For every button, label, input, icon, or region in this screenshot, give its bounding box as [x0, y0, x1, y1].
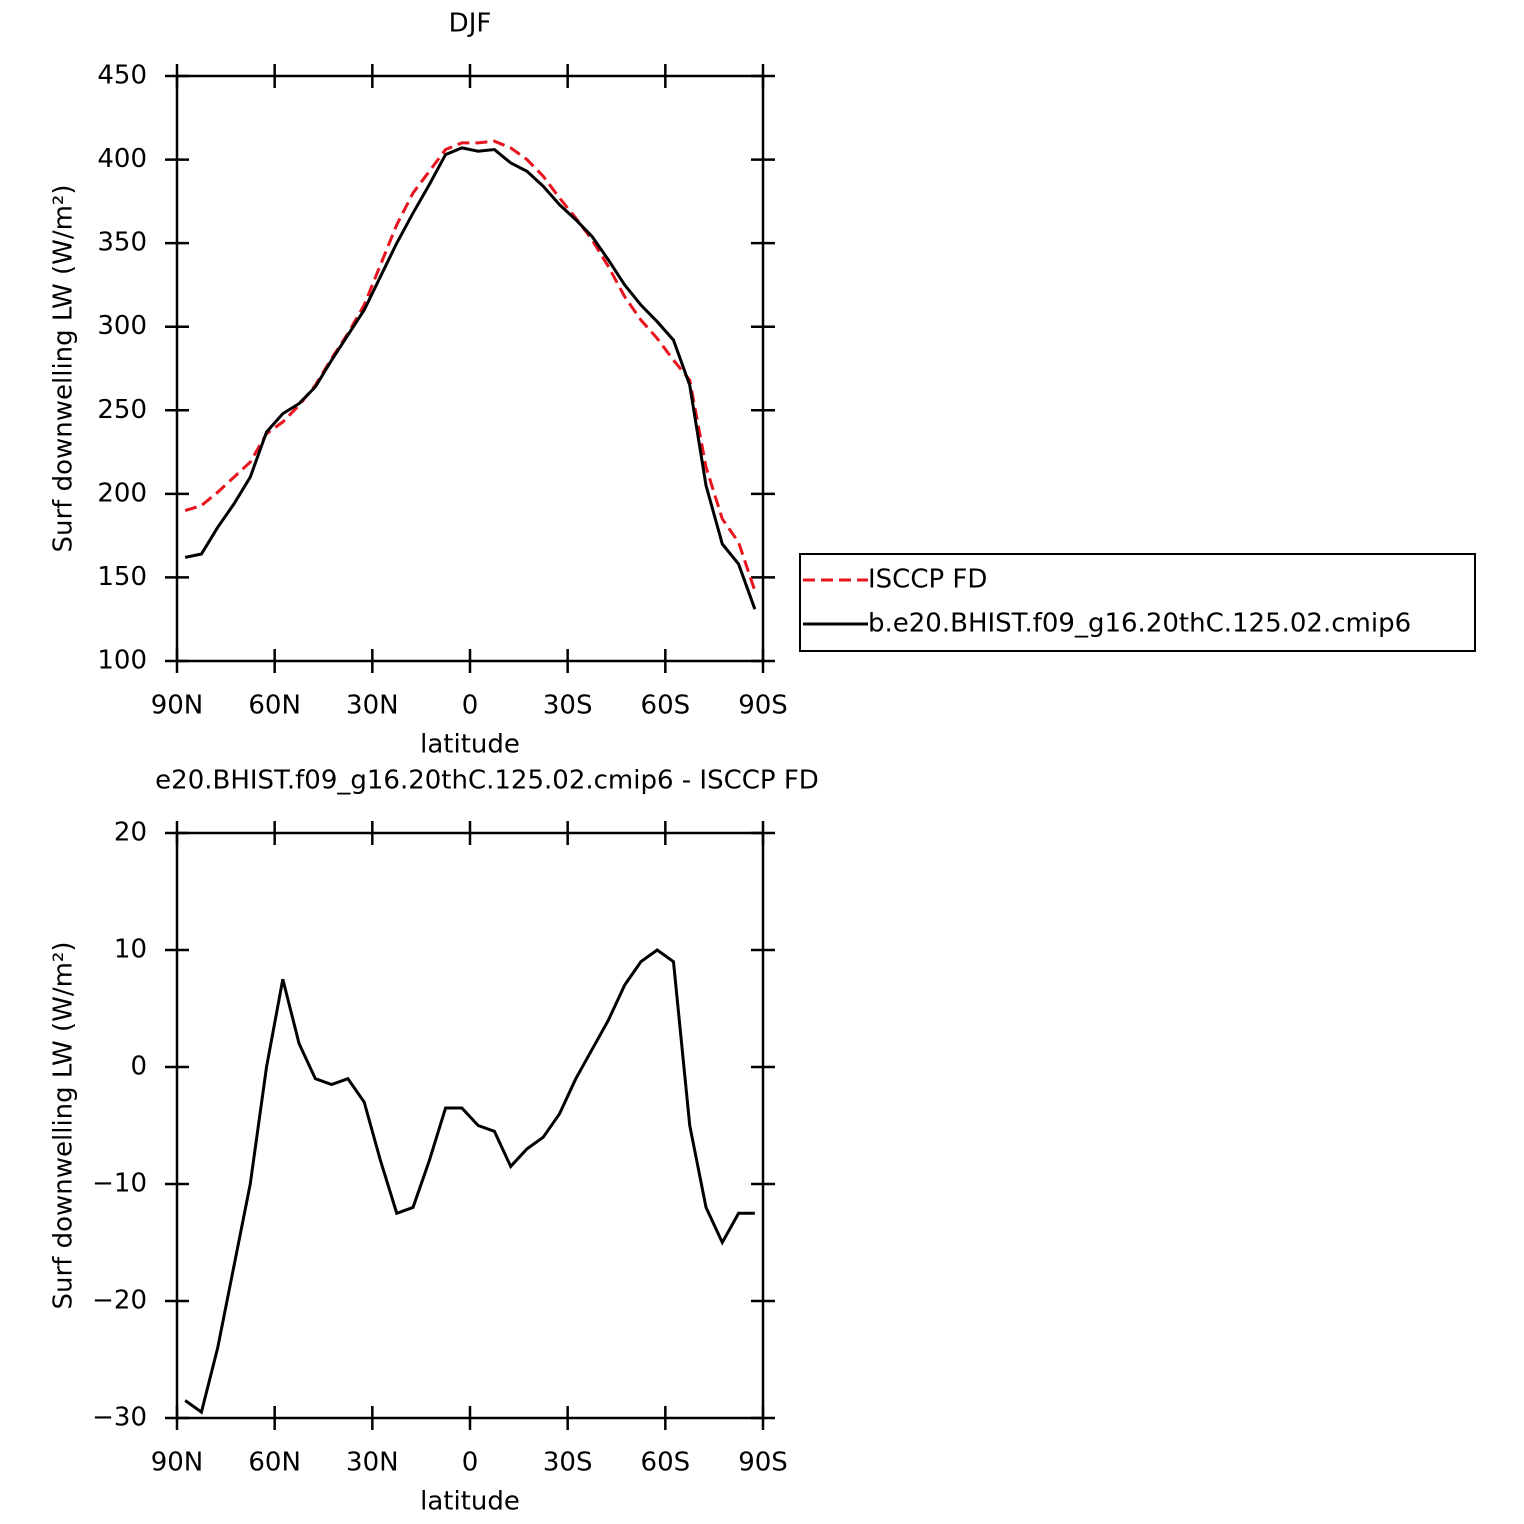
y-tick-label: 200: [97, 478, 147, 508]
x-tick-label: 0: [462, 691, 479, 721]
y-tick-label: 150: [97, 562, 147, 592]
y-axis-label: Surf downwelling LW (W/m²): [49, 942, 79, 1310]
x-tick-label: 90N: [151, 691, 204, 721]
x-tick-label: 60N: [248, 1448, 301, 1478]
x-tick-label: 30N: [346, 1448, 399, 1478]
y-tick-label: 20: [114, 818, 147, 848]
legend-box: [799, 553, 1476, 652]
x-tick-label: 90S: [738, 691, 788, 721]
y-tick-label: 450: [97, 61, 147, 91]
y-axis-label: Surf downwelling LW (W/m²): [49, 185, 79, 553]
y-tick-label: −30: [92, 1403, 147, 1433]
x-tick-label: 30N: [346, 691, 399, 721]
x-tick-label: 0: [462, 1448, 479, 1478]
y-tick-label: −10: [92, 1169, 147, 1199]
y-tick-label: 300: [97, 311, 147, 341]
plot-frame: [175, 74, 765, 663]
legend-label: ISCCP FD: [868, 565, 987, 595]
data-line: [184, 146, 757, 610]
x-tick-label: 30S: [543, 691, 593, 721]
data-line: [184, 139, 757, 592]
chart-title: DJF: [449, 9, 492, 39]
y-tick-label: 100: [97, 646, 147, 676]
x-tick-label: 60S: [641, 691, 691, 721]
y-tick-label: 250: [97, 395, 147, 425]
y-tick-label: −20: [92, 1286, 147, 1316]
y-tick-label: 10: [114, 935, 147, 965]
x-tick-label: 60S: [641, 1448, 691, 1478]
legend-label: b.e20.BHIST.f09_g16.20thC.125.02.cmip6: [868, 609, 1411, 639]
x-tick-label: 60N: [248, 691, 301, 721]
plot-frame: [175, 831, 765, 1420]
y-tick-label: 350: [97, 228, 147, 258]
y-tick-label: 400: [97, 144, 147, 174]
x-axis-label: latitude: [420, 1487, 520, 1517]
data-line: [184, 948, 755, 1415]
x-tick-label: 90N: [151, 1448, 204, 1478]
y-tick-label: 0: [130, 1052, 147, 1082]
x-tick-label: 90S: [738, 1448, 788, 1478]
x-axis-label: latitude: [420, 730, 520, 760]
x-tick-label: 30S: [543, 1448, 593, 1478]
chart-title: e20.BHIST.f09_g16.20thC.125.02.cmip6 - I…: [155, 766, 819, 796]
